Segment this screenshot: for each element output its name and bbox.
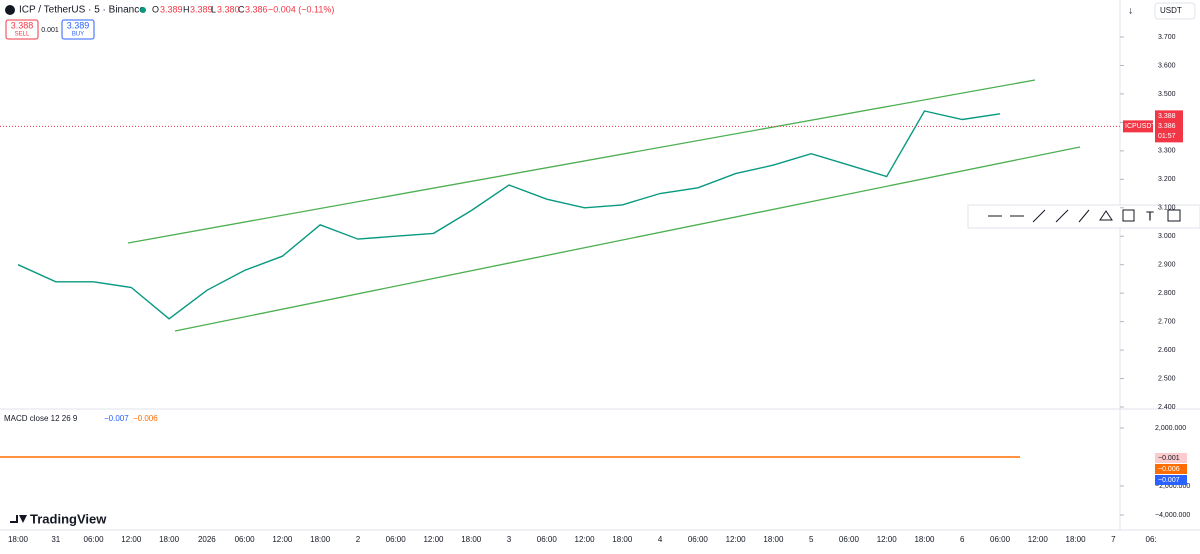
x-tick-label: 06:00 <box>235 535 256 544</box>
x-tick-label: 06:00 <box>839 535 860 544</box>
l-label: L <box>211 4 216 14</box>
x-tick-label: 06:00 <box>688 535 709 544</box>
x-tick-label: 2026 <box>198 535 216 544</box>
sell-label: SELL <box>15 32 30 38</box>
macd-badge-text: −0.006 <box>1158 466 1180 473</box>
brand-logo <box>10 515 27 523</box>
x-tick-label: 12:00 <box>272 535 293 544</box>
x-tick-label: 12:00 <box>121 535 142 544</box>
y-tick-label: 2.900 <box>1158 262 1176 269</box>
x-tick-label: 12:00 <box>575 535 596 544</box>
buy-label: BUY <box>72 32 84 38</box>
price-badge-text: 01:57 <box>1158 133 1176 140</box>
macd-badge <box>1155 453 1187 463</box>
x-tick-label: 06: <box>1146 535 1157 544</box>
buy-price: 3.389 <box>67 20 90 30</box>
y-tick-label: 3.000 <box>1158 233 1176 240</box>
x-tick-label: 6 <box>960 535 965 544</box>
x-tick-label: 06:00 <box>537 535 558 544</box>
tool-trend[interactable] <box>1032 209 1046 223</box>
symbol: ICP / TetherUS · 5 · Binance <box>19 5 145 16</box>
plot: 2.400 2.500 2.600 2.700 2.800 2.900 3.000 3.100… <box>0 34 1190 544</box>
macd-badge <box>1155 475 1187 485</box>
x-tick-label: 12:00 <box>423 535 444 544</box>
macd-tick-label: 2,000.000 <box>1155 425 1186 432</box>
x-tick-label: 18:00 <box>763 535 784 544</box>
toolbar-icons <box>988 209 1181 223</box>
c-label: C <box>238 4 245 14</box>
x-tick-label: 31 <box>51 535 60 544</box>
down-arrow[interactable]: ↓ <box>1128 6 1133 17</box>
x-tick-label: 06:00 <box>990 535 1011 544</box>
brand: TradingView <box>30 511 107 526</box>
x-tick-label: 18:00 <box>8 535 29 544</box>
x-tick-label: 12:00 <box>877 535 898 544</box>
x-tick-label: 7 <box>1111 535 1116 544</box>
macd-title: MACD close 12 26 9 <box>4 414 78 423</box>
macd-badge-text: −0.001 <box>1158 455 1180 462</box>
y-tick-label: 2.400 <box>1158 404 1176 411</box>
y-tick-label: 3.600 <box>1158 62 1176 69</box>
o-value: 3.389 <box>160 4 183 14</box>
macd-value: −0.007 <box>104 414 129 423</box>
tool-rect[interactable] <box>1122 209 1135 222</box>
macd-tick-label: −4,000.000 <box>1155 512 1190 519</box>
x-tick-label: 12:00 <box>726 535 747 544</box>
y-tick-label: 3.300 <box>1158 148 1176 155</box>
ticker-label: ICPUSDT <box>1125 123 1156 130</box>
x-tick-label: 3 <box>507 535 512 544</box>
price-line <box>17 110 1001 320</box>
channel-lower <box>174 146 1081 332</box>
macd-badge-text: −0.007 <box>1158 477 1180 484</box>
x-tick-label: 18:00 <box>612 535 633 544</box>
y-tick-label: 3.700 <box>1158 34 1176 41</box>
x-tick-label: 18:00 <box>310 535 331 544</box>
y-tick-label: 3.200 <box>1158 176 1176 183</box>
sell-button[interactable] <box>5 19 39 40</box>
c-value: 3.386 <box>245 4 268 14</box>
x-tick-label: 18:00 <box>159 535 180 544</box>
ticker-badge <box>1123 120 1153 133</box>
x-tick-label: 18:00 <box>914 535 935 544</box>
x-tick-label: 4 <box>658 535 663 544</box>
status-dot <box>140 7 146 13</box>
y-tick-label: 3.100 <box>1158 205 1176 212</box>
currency: USDT <box>1160 6 1182 15</box>
channel-upper <box>127 79 1036 244</box>
y-tick-label: 2.700 <box>1158 318 1176 325</box>
macd-tick-label: −2,000.000 <box>1155 483 1190 490</box>
x-tick-label: 5 <box>809 535 814 544</box>
price-badge <box>1155 110 1183 143</box>
x-tick-label: 06:00 <box>386 535 407 544</box>
sell-price: 3.388 <box>11 20 34 30</box>
h-value: 3.389 <box>190 4 213 14</box>
tool-text[interactable]: T <box>1146 208 1154 223</box>
spread: 0.001 <box>41 27 59 34</box>
x-tick-label: 06:00 <box>84 535 105 544</box>
o-label: O <box>152 4 159 14</box>
buy-button[interactable] <box>61 19 95 40</box>
x-tick-label: 12:00 <box>1028 535 1049 544</box>
tool-arrow[interactable] <box>1099 210 1113 221</box>
y-tick-label: 3.500 <box>1158 91 1176 98</box>
y-tick-label: 2.800 <box>1158 290 1176 297</box>
y-tick-label: 2.500 <box>1158 375 1176 382</box>
price-badge-text: 3.386 <box>1158 123 1176 130</box>
x-tick-label: 18:00 <box>1066 535 1087 544</box>
signal-value: −0.006 <box>133 414 158 423</box>
tool-brush[interactable] <box>1078 209 1090 223</box>
symbol-icon <box>5 5 15 15</box>
price-badge-text: 3.388 <box>1158 113 1176 120</box>
currency-button[interactable] <box>1154 2 1196 20</box>
change: −0.004 (−0.11%) <box>268 4 334 14</box>
x-tick-label: 2 <box>356 535 361 544</box>
h-label: H <box>183 4 190 14</box>
macd-badge <box>1155 464 1187 474</box>
l-value: 3.380 <box>217 4 240 14</box>
tool-image[interactable] <box>1167 209 1181 222</box>
y-tick-label: 2.600 <box>1158 347 1176 354</box>
x-tick-label: 18:00 <box>461 535 482 544</box>
tool-extended[interactable] <box>1055 209 1069 223</box>
